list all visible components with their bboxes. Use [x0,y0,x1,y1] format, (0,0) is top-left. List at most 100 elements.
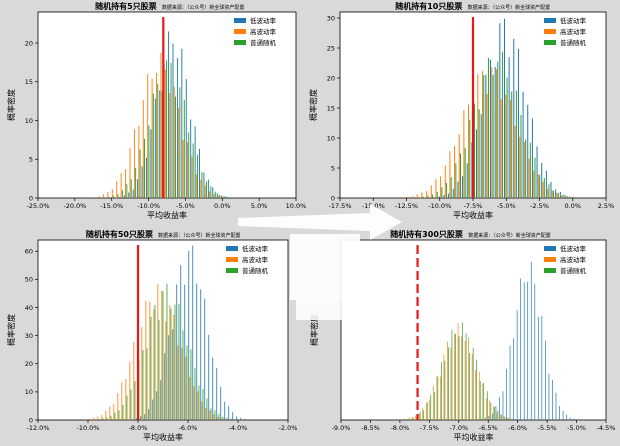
x-tick-label: -2.5% [530,202,549,210]
histogram-bar [150,129,152,198]
histogram-bar [506,77,508,198]
histogram-bar [430,185,432,198]
histogram-bar [185,79,187,198]
histogram-bar [450,347,452,420]
histogram-bar [132,189,134,198]
histogram-bar [193,386,195,420]
histogram-bar [134,381,136,420]
histogram-bar [465,333,467,420]
chart-panel-10-stocks: -17.5%-15.0%-12.5%-10.0%-7.5%-5.0%-2.5%0… [308,1,614,220]
x-tick-label: -25.0% [27,202,50,210]
y-tick-label: 0 [331,194,335,202]
histogram-bar [113,195,114,198]
histogram-bar [432,385,434,420]
histogram-bar [553,190,555,198]
y-tick-label: 10 [25,117,33,125]
x-tick-label: -9.0% [332,424,351,432]
histogram-bar [207,179,209,198]
series-普通随机 [98,283,232,420]
histogram-bar [178,304,180,420]
histogram-bar [236,416,238,420]
histogram-bar [492,74,494,198]
histogram-bar [102,194,104,198]
histogram-bar [458,336,460,420]
histogram-bar [141,166,143,198]
histogram-bar [566,414,567,420]
histogram-bar [201,172,203,198]
histogram-bar [454,146,456,198]
histogram-bar [519,136,521,198]
legend-swatch [226,246,238,251]
histogram-bar [513,38,515,199]
chart-title: 随机持有300只股票 [390,229,463,239]
x-axis-label: 平均收益率 [454,432,494,442]
histogram-bar [516,310,518,420]
histogram-bar [197,391,199,420]
histogram-bar [451,329,453,420]
histogram-bar [197,154,199,198]
legend-label: 低波动率 [250,16,277,25]
x-tick-label: -8.0% [390,424,409,432]
x-tick-label: -2.0% [279,424,298,432]
histogram-bar [500,99,502,198]
histogram-bar [425,403,427,420]
histogram-bar [565,196,567,198]
histogram-bar [473,103,475,198]
histogram-bar [135,167,137,198]
histogram-bar [497,410,499,420]
histogram-bar [119,196,121,198]
histogram-bar [495,405,497,420]
histogram-bar [448,347,449,420]
histogram-bar [228,197,229,198]
histogram-bar [483,75,485,198]
histogram-bar [496,412,498,420]
histogram-bar [173,86,175,198]
legend-label: 普通随机 [560,266,587,275]
histogram-bar [402,197,404,198]
histogram-bar [166,60,168,199]
histogram-bar [148,125,150,198]
histogram-bar [199,148,200,198]
histogram-bar [192,143,194,198]
source-note: 数据来源：（公众号）新全球资产配置 [162,4,245,11]
legend-label: 普通随机 [250,38,277,47]
x-axis-label: 平均收益率 [147,210,187,220]
histogram-bar [452,188,454,198]
legend-swatch [234,18,246,23]
histogram-bar [225,196,227,198]
histogram-bar [476,129,478,198]
x-tick-label: -17.5% [329,202,352,210]
histogram-bar [113,404,115,420]
histogram-bar [412,417,414,420]
histogram-bar [182,330,184,420]
histogram-bar [494,67,496,199]
histogram-bar [216,193,218,198]
histogram-bar [158,319,160,420]
histogram-bar [194,126,196,198]
histogram-bar [559,191,561,198]
x-tick-label: -8.5% [361,424,380,432]
histogram-bar [457,181,459,198]
histogram-bar [435,179,437,198]
histogram-bar [476,359,478,420]
histogram-bar [198,385,200,420]
series-普通随机 [108,60,229,199]
histogram-bar [441,187,443,198]
histogram-bar [102,418,104,420]
histogram-bar [411,416,413,420]
histogram-bar [106,417,108,420]
histogram-bar [142,100,144,198]
histogram-bar [441,362,442,420]
histogram-bar [153,309,155,420]
y-tick-label: 50 [25,276,33,284]
histogram-bar [508,57,510,198]
histogram-bar [168,31,170,198]
histogram-bar [173,315,175,420]
x-tick-label: -5.5% [538,424,557,432]
legend-swatch [544,268,556,273]
histogram-bar [168,335,170,420]
x-tick-label: -5.0% [497,202,516,210]
histogram-bar [217,416,219,420]
histogram-bar [116,181,118,198]
